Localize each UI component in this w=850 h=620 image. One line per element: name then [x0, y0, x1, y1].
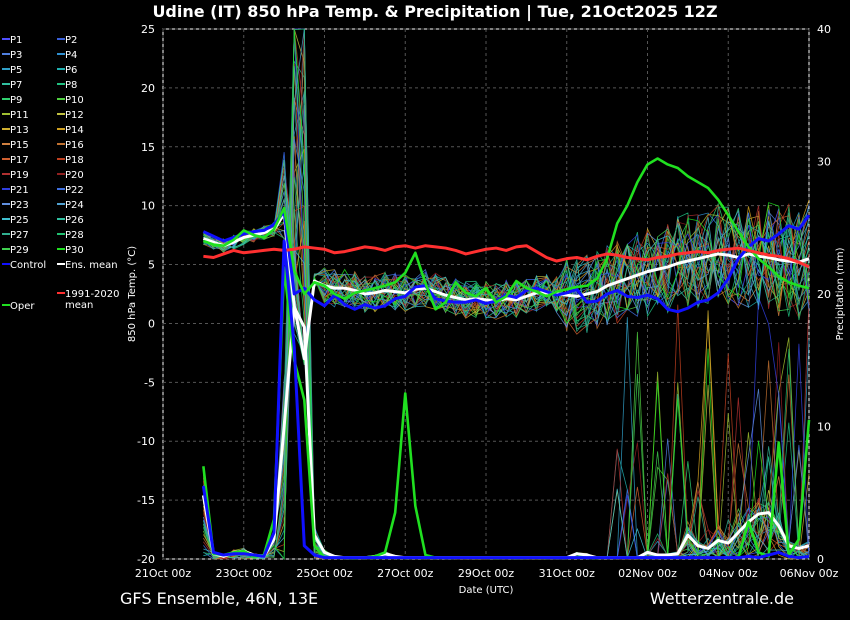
temp-line [203, 244, 810, 269]
legend-label: Oper [10, 301, 35, 312]
temp-line [202, 157, 810, 311]
precip-line [201, 239, 810, 560]
y-tick-label: 15 [141, 141, 155, 154]
legend-label: P19 [10, 170, 29, 181]
legend-label: P28 [65, 230, 84, 241]
legend-label: P29 [10, 245, 29, 256]
y-tick-label: 0 [148, 317, 155, 330]
legend-label: P24 [65, 200, 84, 211]
y2-tick-label: 30 [817, 156, 831, 169]
legend-label: P15 [10, 140, 29, 151]
x-tick-label: 23Oct 00z [216, 567, 273, 580]
legend-label: P10 [65, 95, 84, 106]
x-tick-label: 06Nov 00z [780, 567, 839, 580]
x-tick-label: 04Nov 00z [699, 567, 758, 580]
legend-label: P6 [65, 65, 77, 76]
y-axis-ticks: 25 20 15 10 5 0 -5 -10 -15 -20 [137, 23, 155, 566]
legend-label: P27 [10, 230, 29, 241]
legend-label: Ens. mean [65, 260, 118, 271]
y-tick-label: 25 [141, 23, 155, 36]
legend-label: P14 [65, 125, 84, 136]
legend-label: P13 [10, 125, 29, 136]
legend-label: P30 [65, 245, 84, 256]
legend-label: P8 [65, 80, 77, 91]
legend-label: P23 [10, 200, 29, 211]
x-tick-label: 25Oct 00z [296, 567, 353, 580]
legend-label: P17 [10, 155, 29, 166]
y-tick-label: -10 [137, 435, 155, 448]
temp-line [202, 212, 810, 361]
y2-tick-label: 10 [817, 421, 831, 434]
y2-tick-label: 0 [817, 553, 824, 566]
legend-label: P22 [65, 185, 84, 196]
y2-tick-label: 20 [817, 288, 831, 301]
legend-label: P11 [10, 110, 29, 121]
y-tick-label: 20 [141, 82, 155, 95]
y-axis-label: 850 hPa Temp. (°C) [127, 246, 138, 342]
footer-left: GFS Ensemble, 46N, 13E [120, 589, 318, 608]
y2-axis-label: Precipitation (mm) [835, 247, 846, 340]
footer-right: Wetterzentrale.de [650, 589, 794, 608]
legend: P1 P2 P3 P4 P5 P6 P7 P8 P9 P10 P11 P12 P13 P14 P15 P16 P… [2, 35, 120, 312]
y-tick-label: 10 [141, 200, 155, 213]
legend-label: P21 [10, 185, 29, 196]
legend-label: P12 [65, 110, 84, 121]
ensemble-member-line [203, 206, 810, 366]
legend-label: P5 [10, 65, 22, 76]
x-tick-label: 21Oct 00z [135, 567, 192, 580]
legend-label: 1991-2020 mean [65, 289, 120, 311]
y-tick-label: -15 [137, 494, 155, 507]
legend-label: P3 [10, 50, 22, 61]
legend-label: P20 [65, 170, 84, 181]
legend-label: P2 [65, 35, 77, 46]
x-tick-label: 27Oct 00z [377, 567, 434, 580]
legend-label: P16 [65, 140, 84, 151]
x-tick-label: 31Oct 00z [539, 567, 596, 580]
y2-tick-label: 40 [817, 23, 831, 36]
legend-label: P1 [10, 35, 22, 46]
legend-label: P26 [65, 215, 84, 226]
legend-label: P9 [10, 95, 22, 106]
legend-label: P18 [65, 155, 84, 166]
y-tick-label: 5 [148, 259, 155, 272]
legend-label: P7 [10, 80, 22, 91]
y2-axis-ticks: 40 30 20 10 0 [817, 23, 831, 566]
x-tick-label: 02Nov 00z [618, 567, 677, 580]
y-tick-label: -5 [144, 376, 155, 389]
chart-title: Udine (IT) 850 hPa Temp. & Precipitation… [152, 2, 717, 22]
y-tick-label: -20 [137, 553, 155, 566]
ensemble-member-line [203, 183, 810, 364]
legend-label: Control [10, 260, 46, 271]
x-axis-label: Date (UTC) [459, 585, 514, 596]
legend-label: P4 [65, 50, 77, 61]
series-lines [201, 157, 811, 560]
x-axis-ticks: 21Oct 00z 23Oct 00z 25Oct 00z 27Oct 00z 29Oc… [135, 567, 839, 580]
x-tick-label: 29Oct 00z [458, 567, 515, 580]
legend-label: P25 [10, 215, 29, 226]
